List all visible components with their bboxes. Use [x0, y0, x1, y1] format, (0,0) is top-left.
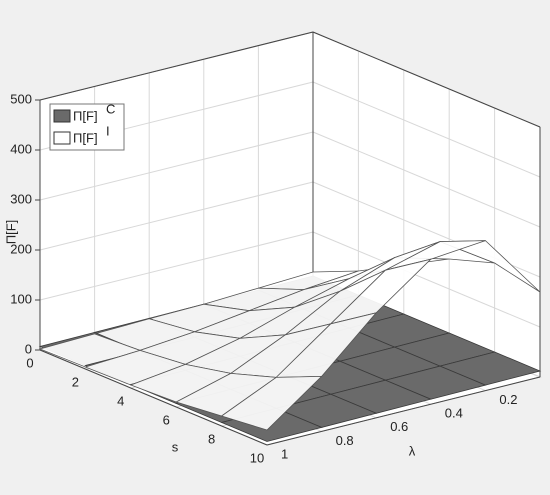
surfaces — [38, 240, 542, 442]
z-tick-label: 200 — [10, 241, 32, 256]
box-edge — [39, 349, 268, 446]
legend: Π[F] C Π[F] I — [49, 101, 125, 151]
grid-line — [312, 231, 541, 328]
legend-swatch — [53, 131, 71, 145]
grid-line — [39, 131, 314, 201]
x-tick-label: 10 — [250, 450, 264, 465]
y-tick-label: 1 — [281, 446, 288, 461]
x-tick-label: 8 — [208, 431, 215, 446]
y-tick-label: 0.8 — [336, 433, 354, 448]
grid-line — [312, 131, 541, 228]
box-edge — [312, 31, 541, 128]
y-tick-label: 0.2 — [499, 392, 517, 407]
z-tick-label: 0 — [25, 341, 32, 356]
z-tick-label: 300 — [10, 191, 32, 206]
legend-label: Π[F] — [73, 130, 98, 145]
z-axis-label: Π[F] — [3, 220, 18, 245]
grid-line — [39, 181, 314, 251]
box-edge — [39, 31, 314, 101]
legend-swatch — [53, 109, 71, 123]
legend-sup: I — [106, 123, 110, 138]
legend-label: Π[F] — [73, 108, 98, 123]
x-tick-label: 6 — [163, 412, 170, 427]
x-axis-label: s — [172, 439, 179, 454]
y-tick-label: 0.6 — [390, 419, 408, 434]
y-tick-label: 0.4 — [445, 406, 463, 421]
box-edge — [266, 376, 541, 446]
z-tick-label: 400 — [10, 141, 32, 156]
grid-line — [312, 81, 541, 178]
y-axis-label: λ — [409, 443, 416, 458]
x-tick-label: 0 — [26, 355, 33, 370]
surface-cell — [220, 375, 323, 431]
z-tick-label: 100 — [10, 291, 32, 306]
z-tick-label: 500 — [10, 91, 32, 106]
labels: s λ Π[F] — [3, 220, 415, 459]
x-tick-label: 2 — [72, 374, 79, 389]
legend-sup: C — [106, 101, 115, 116]
x-tick-label: 4 — [117, 393, 124, 408]
grid-line — [39, 231, 314, 301]
